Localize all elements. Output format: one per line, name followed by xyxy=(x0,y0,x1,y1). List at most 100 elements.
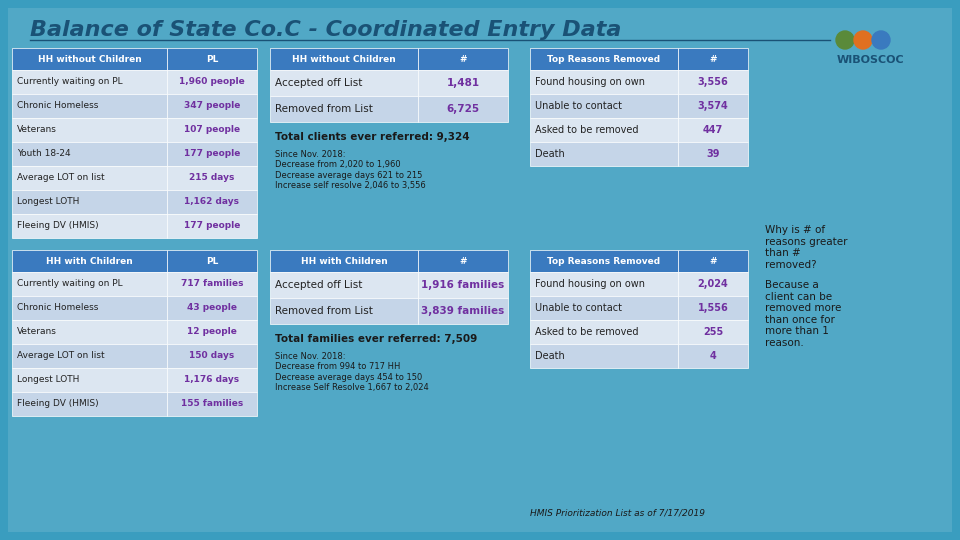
Text: 155 families: 155 families xyxy=(180,400,243,408)
Text: #: # xyxy=(459,55,467,64)
Bar xyxy=(418,48,508,70)
Text: Chronic Homeless: Chronic Homeless xyxy=(17,303,98,313)
Text: Balance of State Co.C - Coordinated Entry Data: Balance of State Co.C - Coordinated Entr… xyxy=(30,20,621,40)
Text: Unable to contact: Unable to contact xyxy=(535,101,622,111)
Bar xyxy=(12,296,167,320)
Text: 1,162 days: 1,162 days xyxy=(184,198,239,206)
Text: 39: 39 xyxy=(707,149,720,159)
Bar xyxy=(678,118,748,142)
Text: Found housing on own: Found housing on own xyxy=(535,77,645,87)
Text: Accepted off List: Accepted off List xyxy=(275,78,362,88)
Bar xyxy=(270,298,418,324)
Circle shape xyxy=(872,31,890,49)
Bar xyxy=(12,166,167,190)
Bar xyxy=(167,48,257,70)
Text: Since Nov. 2018:
Decrease from 994 to 717 HH
Decrease average days 454 to 150
In: Since Nov. 2018: Decrease from 994 to 71… xyxy=(275,352,429,392)
Bar xyxy=(418,70,508,96)
Text: Why is # of
reasons greater
than #
removed?: Why is # of reasons greater than # remov… xyxy=(765,225,848,270)
Bar xyxy=(530,344,678,368)
Text: 1,481: 1,481 xyxy=(446,78,480,88)
Text: Removed from List: Removed from List xyxy=(275,104,372,114)
Bar xyxy=(167,344,257,368)
Text: 107 people: 107 people xyxy=(184,125,240,134)
Bar xyxy=(678,94,748,118)
Text: 3,556: 3,556 xyxy=(698,77,729,87)
Text: Longest LOTH: Longest LOTH xyxy=(17,375,80,384)
Bar xyxy=(12,118,167,142)
Text: 1,176 days: 1,176 days xyxy=(184,375,240,384)
Bar xyxy=(678,250,748,272)
Text: Total families ever referred: 7,509: Total families ever referred: 7,509 xyxy=(275,334,477,344)
Text: Fleeing DV (HMIS): Fleeing DV (HMIS) xyxy=(17,221,99,231)
Text: 3,574: 3,574 xyxy=(698,101,729,111)
Text: Longest LOTH: Longest LOTH xyxy=(17,198,80,206)
Text: Unable to contact: Unable to contact xyxy=(535,303,622,313)
Bar xyxy=(167,142,257,166)
Bar xyxy=(167,368,257,392)
Bar xyxy=(12,190,167,214)
Text: WIBOSCOC: WIBOSCOC xyxy=(836,55,903,65)
Bar xyxy=(167,296,257,320)
Bar xyxy=(678,344,748,368)
Bar xyxy=(12,48,167,70)
Text: Accepted off List: Accepted off List xyxy=(275,280,362,290)
Text: 177 people: 177 people xyxy=(183,150,240,159)
Bar xyxy=(678,70,748,94)
Text: Found housing on own: Found housing on own xyxy=(535,279,645,289)
Bar xyxy=(270,250,418,272)
Bar xyxy=(678,320,748,344)
Bar xyxy=(167,250,257,272)
Bar xyxy=(12,94,167,118)
Text: Veterans: Veterans xyxy=(17,327,57,336)
Bar xyxy=(530,118,678,142)
Text: 43 people: 43 people xyxy=(187,303,237,313)
Bar xyxy=(12,344,167,368)
Text: Because a
client can be
removed more
than once for
more than 1
reason.: Because a client can be removed more tha… xyxy=(765,280,841,348)
Bar xyxy=(418,96,508,122)
Bar xyxy=(167,190,257,214)
Text: Death: Death xyxy=(535,149,564,159)
Bar xyxy=(12,250,167,272)
Text: Currently waiting on PL: Currently waiting on PL xyxy=(17,78,123,86)
Bar xyxy=(530,142,678,166)
Text: 447: 447 xyxy=(703,125,723,135)
Text: Currently waiting on PL: Currently waiting on PL xyxy=(17,280,123,288)
Text: 215 days: 215 days xyxy=(189,173,234,183)
Text: Total clients ever referred: 9,324: Total clients ever referred: 9,324 xyxy=(275,132,469,142)
Text: HH with Children: HH with Children xyxy=(300,256,388,266)
Text: 717 families: 717 families xyxy=(180,280,243,288)
Text: Fleeing DV (HMIS): Fleeing DV (HMIS) xyxy=(17,400,99,408)
Text: 1,960 people: 1,960 people xyxy=(180,78,245,86)
Bar xyxy=(270,96,418,122)
Bar xyxy=(530,250,678,272)
Bar xyxy=(167,214,257,238)
Bar xyxy=(270,48,418,70)
Bar xyxy=(12,272,167,296)
Bar xyxy=(530,296,678,320)
Bar xyxy=(678,142,748,166)
Text: 4: 4 xyxy=(709,351,716,361)
Bar xyxy=(530,320,678,344)
Bar xyxy=(12,368,167,392)
Bar xyxy=(167,166,257,190)
Text: 1,916 families: 1,916 families xyxy=(421,280,505,290)
Text: Veterans: Veterans xyxy=(17,125,57,134)
Text: #: # xyxy=(709,256,717,266)
Text: PL: PL xyxy=(205,55,218,64)
Text: Death: Death xyxy=(535,351,564,361)
Text: Average LOT on list: Average LOT on list xyxy=(17,173,105,183)
Bar xyxy=(530,48,678,70)
Text: 6,725: 6,725 xyxy=(446,104,480,114)
Text: HH with Children: HH with Children xyxy=(46,256,132,266)
Text: Chronic Homeless: Chronic Homeless xyxy=(17,102,98,111)
Text: Average LOT on list: Average LOT on list xyxy=(17,352,105,361)
Text: 12 people: 12 people xyxy=(187,327,237,336)
Bar xyxy=(12,142,167,166)
Bar xyxy=(530,94,678,118)
Text: 2,024: 2,024 xyxy=(698,279,729,289)
Bar xyxy=(167,272,257,296)
Text: PL: PL xyxy=(205,256,218,266)
Bar xyxy=(167,70,257,94)
Text: Since Nov. 2018:
Decrease from 2,020 to 1,960
Decrease average days 621 to 215
I: Since Nov. 2018: Decrease from 2,020 to … xyxy=(275,150,425,190)
Bar xyxy=(270,272,418,298)
